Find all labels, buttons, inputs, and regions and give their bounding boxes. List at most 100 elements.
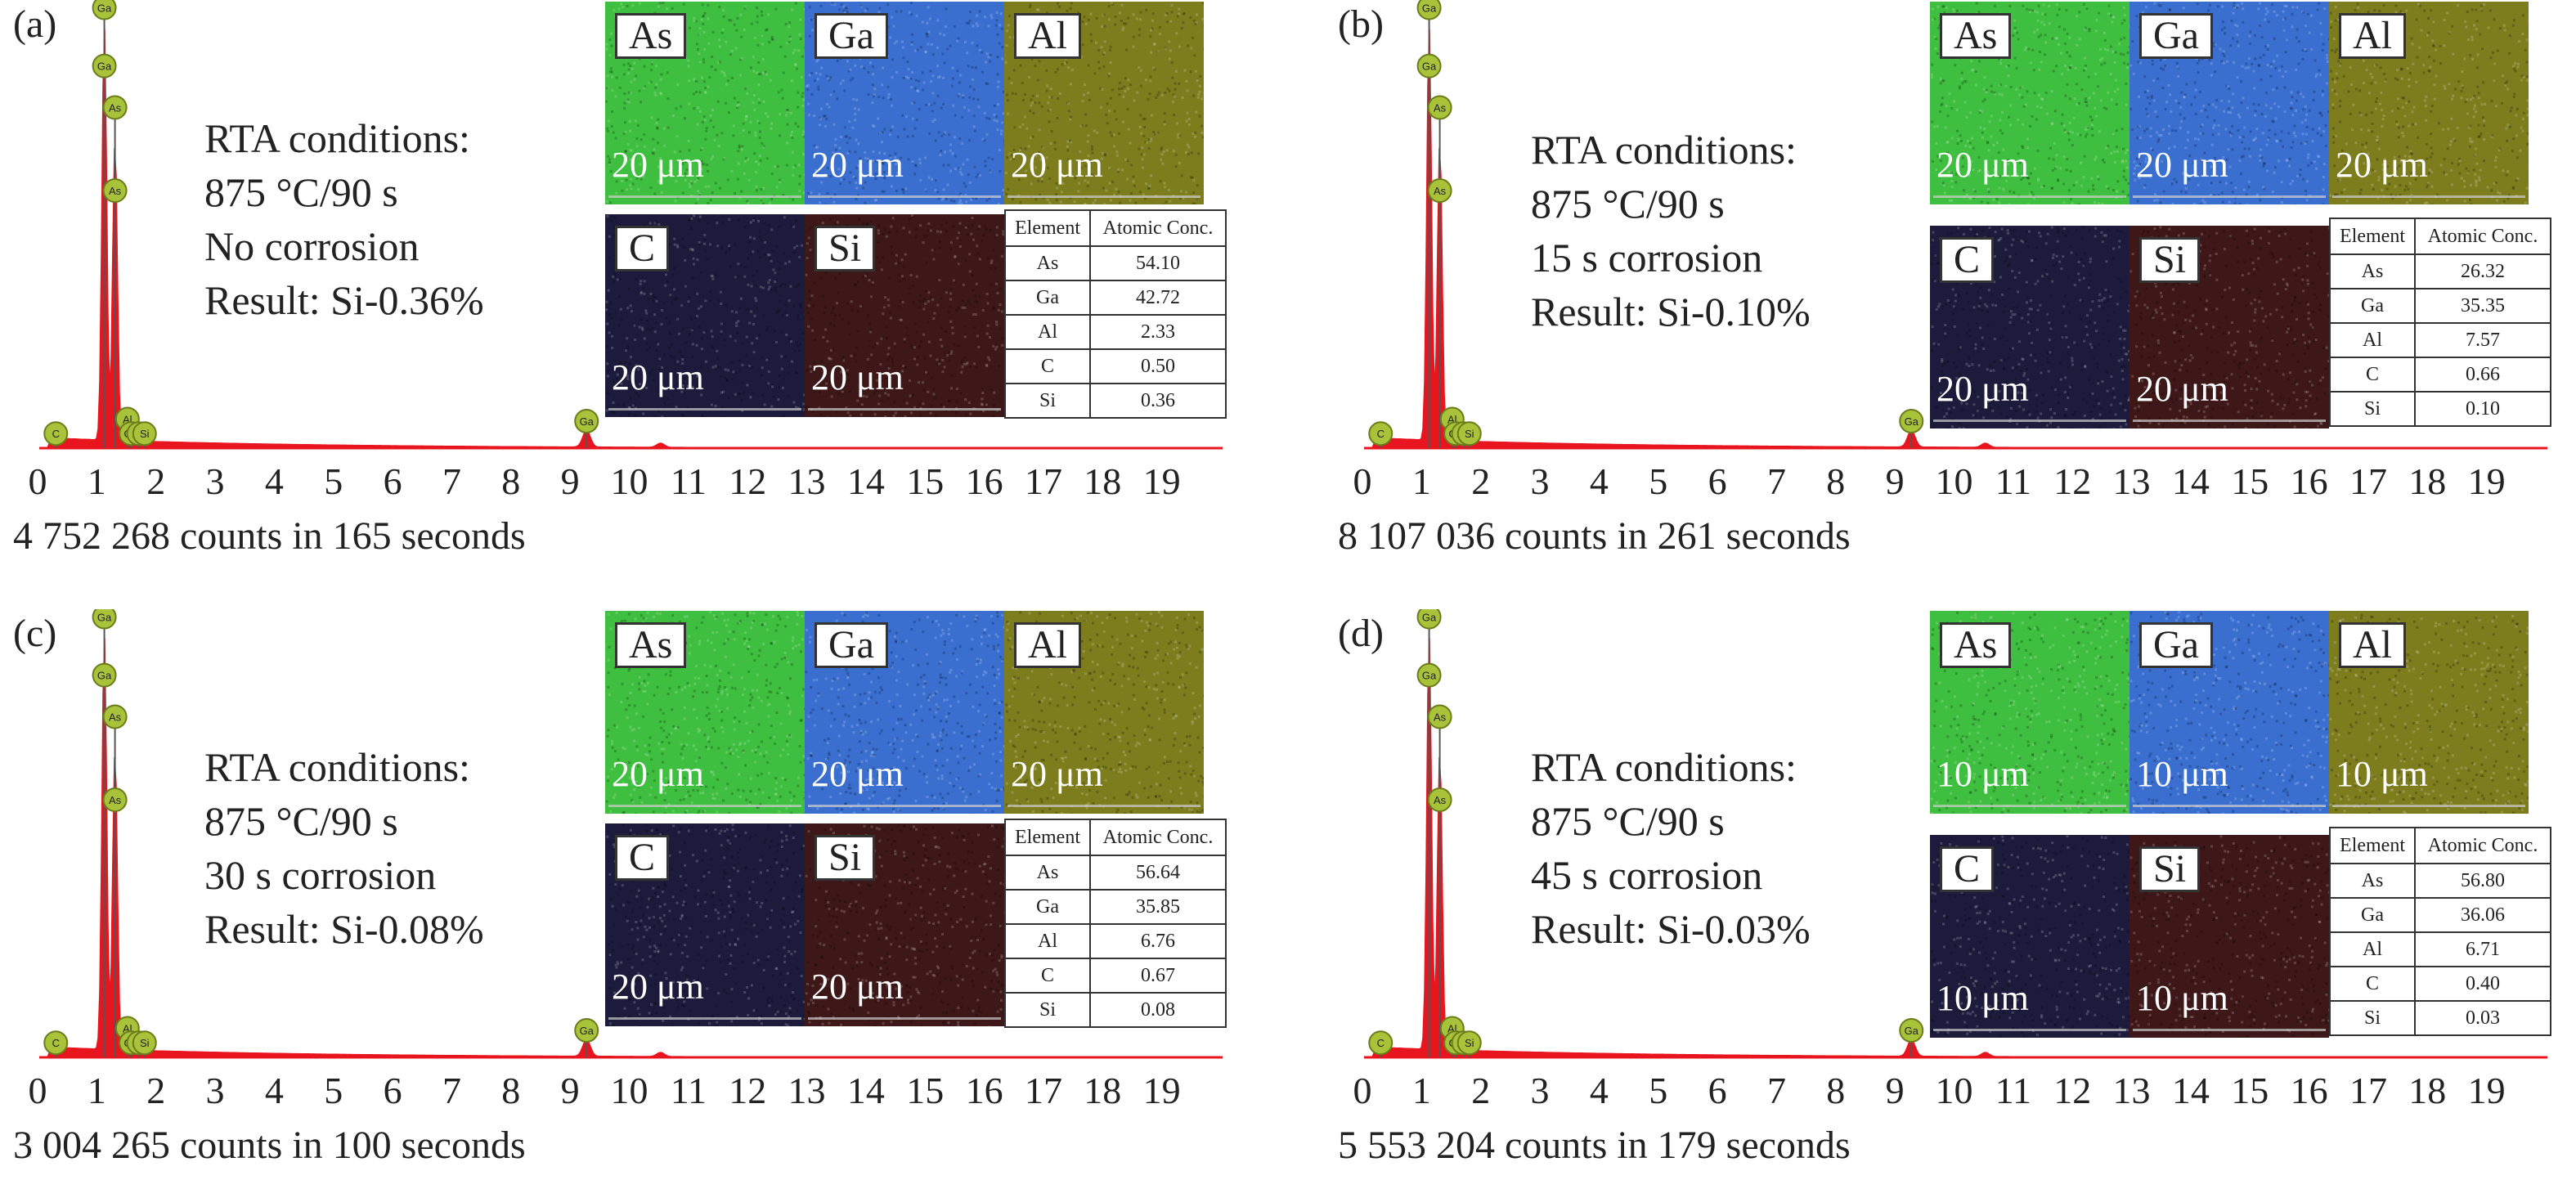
map-scale-bar (1933, 420, 2126, 422)
x-tick-label: 18 (1084, 1069, 1121, 1112)
map-element-label: As (615, 622, 686, 668)
x-tick-label: 0 (29, 460, 47, 503)
x-tick-label: 8 (501, 460, 520, 503)
element-cell: C (2330, 357, 2415, 392)
map-element-label: Ga (2139, 622, 2213, 668)
panel-c: (c)CGaGaAsAsAlGaAsSiGa012345678910111213… (0, 609, 1227, 1198)
x-tick-label: 1 (88, 460, 106, 503)
x-tick-label: 11 (1995, 1069, 2031, 1112)
x-tick-label: 4 (265, 460, 284, 503)
map-element-label: C (615, 226, 669, 271)
svg-text:Ga: Ga (580, 415, 595, 428)
svg-text:Ga: Ga (1422, 2, 1437, 15)
x-tick-label: 13 (2113, 1069, 2151, 1112)
condition-corrosion: 15 s corrosion (1531, 231, 1811, 285)
element-cell: C (1005, 958, 1090, 993)
element-cell: As (1005, 246, 1090, 280)
condition-corrosion: No corrosion (204, 219, 484, 273)
x-tick-label: 4 (1590, 1069, 1609, 1112)
panel-b: (b)CGaGaAsAsAlGaAsSiGa012345678910111213… (1325, 0, 2551, 589)
conc-cell: 42.72 (1090, 280, 1226, 315)
map-scale-label: 20 μm (2336, 144, 2428, 186)
x-tick-label: 11 (671, 460, 707, 503)
element-cell: Si (1005, 384, 1090, 418)
map-scale-bar (608, 408, 801, 411)
svg-text:C: C (52, 428, 60, 440)
condition-conditions-title: RTA conditions: (204, 111, 484, 165)
x-tick-label: 0 (1353, 460, 1372, 503)
x-tick-label: 3 (206, 460, 225, 503)
map-element-label: As (615, 13, 686, 59)
map-element-label: Ga (2139, 13, 2213, 59)
map-scale-bar (2332, 805, 2525, 807)
element-cell: Al (2330, 932, 2415, 967)
x-tick-label: 15 (2231, 460, 2269, 503)
x-tick-label: 5 (324, 1069, 343, 1112)
map-element-label: Al (1014, 13, 1081, 59)
x-tick-label: 11 (671, 1069, 707, 1112)
svg-text:Ga: Ga (97, 2, 112, 15)
eds-map-si: Si 20 μm (805, 823, 1004, 1026)
conc-cell: 0.67 (1090, 958, 1226, 993)
element-cell: C (2330, 967, 2415, 1001)
element-cell: As (1005, 855, 1090, 890)
conc-cell: 35.85 (1090, 890, 1226, 924)
condition-corrosion: 30 s corrosion (204, 848, 484, 902)
counts-caption: 4 752 268 counts in 165 seconds (13, 514, 526, 559)
map-element-label: Al (2339, 622, 2406, 668)
x-tick-label: 2 (1471, 1069, 1490, 1112)
map-element-label: Si (815, 835, 875, 881)
x-tick-label: 4 (1590, 460, 1609, 503)
x-tick-label: 15 (906, 1069, 944, 1112)
x-tick-label: 18 (2408, 1069, 2446, 1112)
svg-text:As: As (1434, 185, 1447, 197)
map-scale-label: 10 μm (2336, 753, 2428, 795)
element-cell: Si (1005, 993, 1090, 1027)
peak-marker-ga: Ga (575, 1019, 598, 1057)
x-tick-label: 2 (1471, 460, 1490, 503)
x-tick-label: 10 (611, 460, 648, 503)
map-scale-bar (1933, 1029, 2126, 1031)
table-header: Element (2330, 828, 2415, 864)
condition-conditions-title: RTA conditions: (1531, 740, 1811, 794)
x-tick-label: 17 (2349, 460, 2387, 503)
map-scale-bar (1933, 195, 2126, 198)
map-scale-bar (808, 408, 1001, 411)
x-tick-label: 2 (146, 1069, 165, 1112)
map-scale-label: 10 μm (1936, 977, 2029, 1019)
map-scale-label: 20 μm (811, 966, 904, 1007)
x-tick-label: 9 (1886, 460, 1905, 503)
x-tick-label: 10 (611, 1069, 648, 1112)
peak-marker-ga: Ga (1900, 410, 1923, 448)
x-tick-label: 6 (1708, 1069, 1727, 1112)
x-tick-label: 1 (88, 1069, 106, 1112)
map-scale-bar (2133, 195, 2326, 198)
map-element-label: Si (815, 226, 875, 271)
x-tick-label: 19 (2468, 1069, 2506, 1112)
condition-result: Result: Si-0.03% (1531, 902, 1811, 956)
counts-caption: 5 553 204 counts in 179 seconds (1338, 1123, 1851, 1168)
conc-cell: 0.03 (2415, 1001, 2551, 1035)
map-scale-label: 20 μm (811, 753, 904, 795)
x-tick-label: 5 (1649, 460, 1667, 503)
table-header: Atomic Conc. (2415, 828, 2551, 864)
x-tick-label: 13 (2113, 460, 2151, 503)
x-tick-label: 8 (501, 1069, 520, 1112)
condition-temperature: 875 °C/90 s (1531, 794, 1811, 848)
x-tick-label: 18 (2408, 460, 2446, 503)
conc-cell: 6.71 (2415, 932, 2551, 967)
table-header: Element (1005, 819, 1090, 855)
x-tick-label: 1 (1412, 460, 1431, 503)
